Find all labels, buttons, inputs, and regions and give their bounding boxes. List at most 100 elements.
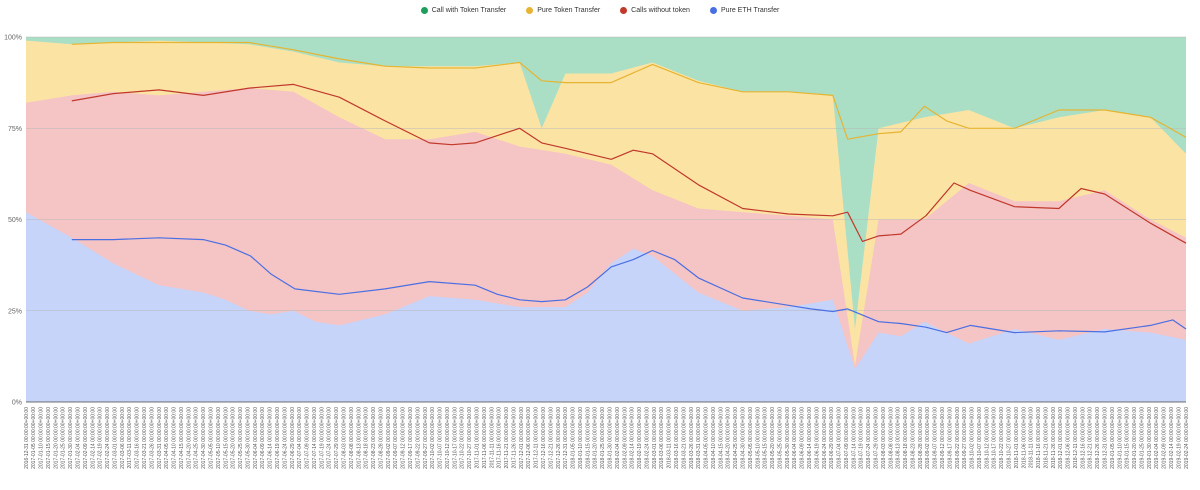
x-tick-label: 2018-10-17 00:00:00+00:00 xyxy=(992,407,998,469)
x-tick-label: 2017-10-07 00:00:00+00:00 xyxy=(438,407,444,469)
x-tick-label: 2018-05-20 00:00:00+00:00 xyxy=(770,407,776,469)
x-tick-label: 2017-04-25 00:00:00+00:00 xyxy=(194,407,200,469)
x-tick-label: 2017-05-30 00:00:00+00:00 xyxy=(246,407,252,469)
x-tick-label: 2017-08-03 00:00:00+00:00 xyxy=(342,407,348,469)
x-tick-label: 2018-08-03 00:00:00+00:00 xyxy=(881,407,887,469)
x-tick-label: 2018-03-21 00:00:00+00:00 xyxy=(681,407,687,469)
x-tick-label: 2018-10-12 00:00:00+00:00 xyxy=(984,407,990,469)
legend-item-pure-eth-transfer[interactable]: Pure ETH Transfer xyxy=(709,7,780,14)
x-tick-label: 2018-11-21 00:00:00+00:00 xyxy=(1043,407,1049,469)
x-tick-label: 2017-07-14 00:00:00+00:00 xyxy=(312,407,318,469)
x-tick-label: 2018-09-07 00:00:00+00:00 xyxy=(933,407,939,469)
x-tick-label: 2018-09-22 00:00:00+00:00 xyxy=(955,407,961,469)
x-tick-label: 2018-02-09 00:00:00+00:00 xyxy=(622,407,628,469)
x-tick-label: 2018-12-11 00:00:00+00:00 xyxy=(1073,407,1079,469)
x-tick-label: 2018-01-15 00:00:00+00:00 xyxy=(585,407,591,469)
x-tick-label: 2018-12-31 00:00:00+00:00 xyxy=(1103,407,1109,469)
x-tick-label: 2016-12-31 00:00:00+00:00 xyxy=(24,407,30,469)
x-tick-label: 2018-08-28 00:00:00+00:00 xyxy=(918,407,924,469)
x-tick-label: 2018-05-25 00:00:00+00:00 xyxy=(777,407,783,469)
x-tick-label: 2018-10-27 00:00:00+00:00 xyxy=(1007,407,1013,469)
x-tick-label: 2017-06-14 00:00:00+00:00 xyxy=(268,407,274,469)
x-tick-label: 2017-04-30 00:00:00+00:00 xyxy=(201,407,207,469)
x-tick-label: 2017-12-31 00:00:00+00:00 xyxy=(563,407,569,469)
x-tick-label: 2017-06-09 00:00:00+00:00 xyxy=(260,407,266,469)
x-tick-label: 2017-04-10 00:00:00+00:00 xyxy=(172,407,178,469)
x-tick-label: 2017-03-31 00:00:00+00:00 xyxy=(157,407,163,469)
x-tick-label: 2018-07-04 00:00:00+00:00 xyxy=(837,407,843,469)
x-tick-label: 2018-02-04 00:00:00+00:00 xyxy=(615,407,621,469)
legend-swatch xyxy=(420,7,428,14)
x-tick-label: 2017-07-24 00:00:00+00:00 xyxy=(327,407,333,469)
x-tick-label: 2018-02-24 00:00:00+00:00 xyxy=(644,407,650,469)
x-tick-label: 2017-08-08 00:00:00+00:00 xyxy=(349,407,355,469)
x-tick-label: 2019-02-09 00:00:00+00:00 xyxy=(1162,407,1168,469)
y-tick-label: 25% xyxy=(8,308,22,315)
x-tick-label: 2017-11-21 00:00:00+00:00 xyxy=(504,407,510,469)
legend-label: Pure ETH Transfer xyxy=(720,7,780,14)
legend-item-call-with-token-transfer[interactable]: Call with Token Transfer xyxy=(420,7,506,14)
x-tick-label: 2017-06-19 00:00:00+00:00 xyxy=(275,407,281,469)
x-tick-label: 2018-09-12 00:00:00+00:00 xyxy=(940,407,946,469)
x-tick-label: 2017-12-16 00:00:00+00:00 xyxy=(541,407,547,469)
x-tick-label: 2019-02-04 00:00:00+00:00 xyxy=(1154,407,1160,469)
x-tick-label: 2018-07-14 00:00:00+00:00 xyxy=(851,407,857,469)
x-tick-label: 2017-09-07 00:00:00+00:00 xyxy=(393,407,399,469)
x-tick-label: 2018-01-10 00:00:00+00:00 xyxy=(578,407,584,469)
x-tick-label: 2018-06-14 00:00:00+00:00 xyxy=(807,407,813,469)
x-tick-label: 2019-02-24 00:00:00+00:00 xyxy=(1184,407,1190,469)
x-tick-label: 2018-10-22 00:00:00+00:00 xyxy=(999,407,1005,469)
x-tick-label: 2017-04-15 00:00:00+00:00 xyxy=(179,407,185,469)
x-tick-label: 2017-09-22 00:00:00+00:00 xyxy=(415,407,421,469)
x-tick-label: 2017-07-09 00:00:00+00:00 xyxy=(305,407,311,469)
x-tick-label: 2017-05-10 00:00:00+00:00 xyxy=(216,407,222,469)
x-tick-label: 2018-08-18 00:00:00+00:00 xyxy=(903,407,909,469)
x-tick-label: 2017-05-15 00:00:00+00:00 xyxy=(223,407,229,469)
x-tick-label: 2017-01-30 00:00:00+00:00 xyxy=(68,407,74,469)
x-tick-label: 2018-06-29 00:00:00+00:00 xyxy=(829,407,835,469)
x-tick-label: 2018-05-30 00:00:00+00:00 xyxy=(785,407,791,469)
x-tick-label: 2018-04-10 00:00:00+00:00 xyxy=(711,407,717,469)
x-tick-label: 2019-01-10 00:00:00+00:00 xyxy=(1117,407,1123,469)
legend-item-calls-without-token[interactable]: Calls without token xyxy=(620,7,690,14)
x-tick-label: 2018-03-26 00:00:00+00:00 xyxy=(689,407,695,469)
x-tick-label: 2017-08-13 00:00:00+00:00 xyxy=(356,407,362,469)
x-tick-label: 2018-06-19 00:00:00+00:00 xyxy=(814,407,820,469)
x-tick-label: 2018-12-16 00:00:00+00:00 xyxy=(1080,407,1086,469)
x-tick-label: 2017-07-04 00:00:00+00:00 xyxy=(297,407,303,469)
x-tick-label: 2017-04-05 00:00:00+00:00 xyxy=(164,407,170,469)
x-tick-label: 2017-02-09 00:00:00+00:00 xyxy=(83,407,89,469)
x-tick-label: 2019-01-20 00:00:00+00:00 xyxy=(1132,407,1138,469)
x-tick-label: 2018-06-24 00:00:00+00:00 xyxy=(822,407,828,469)
x-tick-label: 2018-05-05 00:00:00+00:00 xyxy=(748,407,754,469)
x-tick-label: 2018-09-17 00:00:00+00:00 xyxy=(947,407,953,469)
x-tick-label: 2018-07-24 00:00:00+00:00 xyxy=(866,407,872,469)
x-tick-label: 2018-08-23 00:00:00+00:00 xyxy=(910,407,916,469)
x-tick-label: 2017-12-21 00:00:00+00:00 xyxy=(548,407,554,469)
x-tick-label: 2017-01-25 00:00:00+00:00 xyxy=(61,407,67,469)
x-tick-label: 2017-11-01 00:00:00+00:00 xyxy=(475,407,481,469)
x-tick-label: 2018-08-08 00:00:00+00:00 xyxy=(888,407,894,469)
x-tick-label: 2019-01-15 00:00:00+00:00 xyxy=(1125,407,1131,469)
x-tick-label: 2019-01-25 00:00:00+00:00 xyxy=(1140,407,1146,469)
x-tick-label: 2017-05-20 00:00:00+00:00 xyxy=(231,407,237,469)
x-tick-label: 2017-02-24 00:00:00+00:00 xyxy=(105,407,111,469)
x-tick-label: 2019-01-05 00:00:00+00:00 xyxy=(1110,407,1116,469)
x-tick-label: 2018-01-30 00:00:00+00:00 xyxy=(608,407,614,469)
area-pure-eth-transfer xyxy=(26,212,1186,402)
x-tick-label: 2019-01-30 00:00:00+00:00 xyxy=(1147,407,1153,469)
x-tick-label: 2018-07-09 00:00:00+00:00 xyxy=(844,407,850,469)
x-tick-label: 2017-01-20 00:00:00+00:00 xyxy=(53,407,59,469)
x-tick-label: 2018-11-11 00:00:00+00:00 xyxy=(1029,407,1035,468)
x-tick-label: 2017-03-11 00:00:00+00:00 xyxy=(127,407,133,469)
y-tick-label: 0% xyxy=(12,400,22,407)
legend-item-pure-token-transfer[interactable]: Pure Token Transfer xyxy=(526,7,600,14)
x-tick-label: 2018-07-29 00:00:00+00:00 xyxy=(874,407,880,469)
x-tick-label: 2017-08-18 00:00:00+00:00 xyxy=(364,407,370,469)
x-tick-label: 2017-01-10 00:00:00+00:00 xyxy=(39,407,45,469)
x-tick-label: 2017-05-05 00:00:00+00:00 xyxy=(209,407,215,469)
x-tick-label: 2018-09-27 00:00:00+00:00 xyxy=(962,407,968,469)
x-tick-label: 2017-02-04 00:00:00+00:00 xyxy=(76,407,82,469)
x-tick-label: 2018-01-25 00:00:00+00:00 xyxy=(600,407,606,469)
x-tick-label: 2017-03-21 00:00:00+00:00 xyxy=(142,407,148,469)
